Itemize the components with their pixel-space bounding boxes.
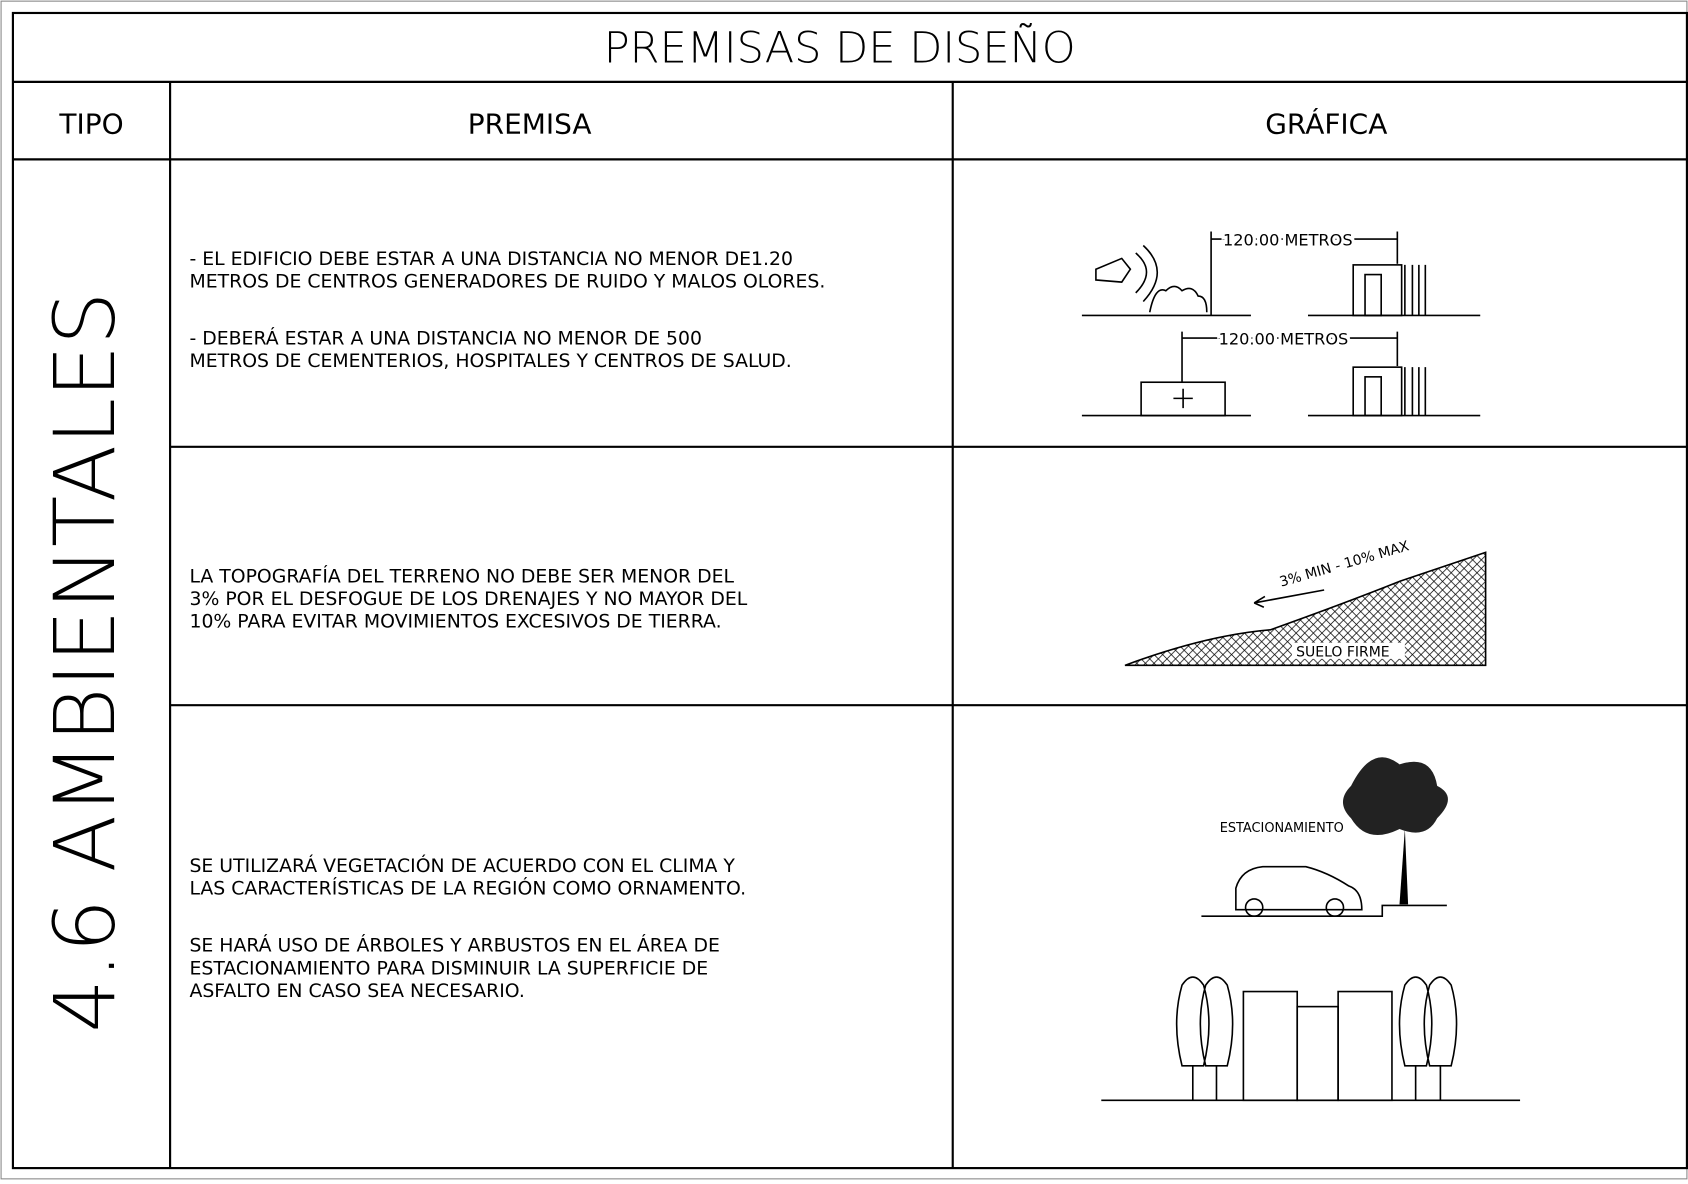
premise-line: METROS DE CENTROS GENERADORES DE RUIDO Y… bbox=[189, 271, 825, 292]
table-border bbox=[11, 11, 1688, 1170]
premise-line: ASFALTO EN CASO SEA NECESARIO. bbox=[189, 981, 524, 1002]
premise-line: 3% POR EL DESFOGUE DE LOS DRENAJES Y NO … bbox=[189, 589, 747, 610]
column-header: PREMISA bbox=[468, 108, 592, 141]
type-label: 4.6 AMBIENTALES bbox=[36, 292, 134, 1033]
premise-line: 10% PARA EVITAR MOVIMIENTOS EXCESIVOS DE… bbox=[189, 612, 721, 633]
premise-line: SE UTILIZARÁ VEGETACIÓN DE ACUERDO CON E… bbox=[189, 853, 735, 877]
graphic-distance: 120.00 METROS 120.00 METROS 120.00 METRO… bbox=[1081, 227, 1481, 417]
premise-line: ESTACIONAMIENTO PARA DISMINUIR LA SUPERF… bbox=[189, 958, 708, 979]
premise-line: LA TOPOGRAFÍA DEL TERRENO NO DEBE SER ME… bbox=[189, 564, 734, 587]
distance-label-bg: 120.00 METROS bbox=[1219, 330, 1349, 349]
column-header: TIPO bbox=[58, 108, 123, 141]
premise-line: LAS CARACTERÍSTICAS DE LA REGIÓN COMO OR… bbox=[189, 876, 746, 900]
column-header: GRÁFICA bbox=[1265, 107, 1387, 141]
premise-line: - EL EDIFICIO DEBE ESTAR A UNA DISTANCIA… bbox=[189, 249, 793, 270]
premise-line: METROS DE CEMENTERIOS, HOSPITALES Y CENT… bbox=[189, 351, 791, 372]
parking-label: ESTACIONAMIENTO bbox=[1220, 821, 1344, 836]
title: PREMISAS DE DISEÑO bbox=[604, 23, 1076, 73]
distance-label: 120.00 METROS bbox=[1219, 330, 1349, 349]
premise-line: SE HARÁ USO DE ÁRBOLES Y ARBUSTOS EN EL … bbox=[189, 934, 719, 957]
premises: - EL EDIFICIO DEBE ESTAR A UNA DISTANCIA… bbox=[189, 249, 825, 1002]
soil-label: SUELO FIRME bbox=[1296, 645, 1389, 661]
distance-label: 120.00 METROS bbox=[1223, 231, 1353, 250]
graphic-vegetation: ESTACIONAMIENTO bbox=[1101, 757, 1521, 1102]
distance-label-bg: 120.00 METROS bbox=[1223, 231, 1353, 250]
premise-line: - DEBERÁ ESTAR A UNA DISTANCIA NO MENOR … bbox=[189, 327, 702, 350]
